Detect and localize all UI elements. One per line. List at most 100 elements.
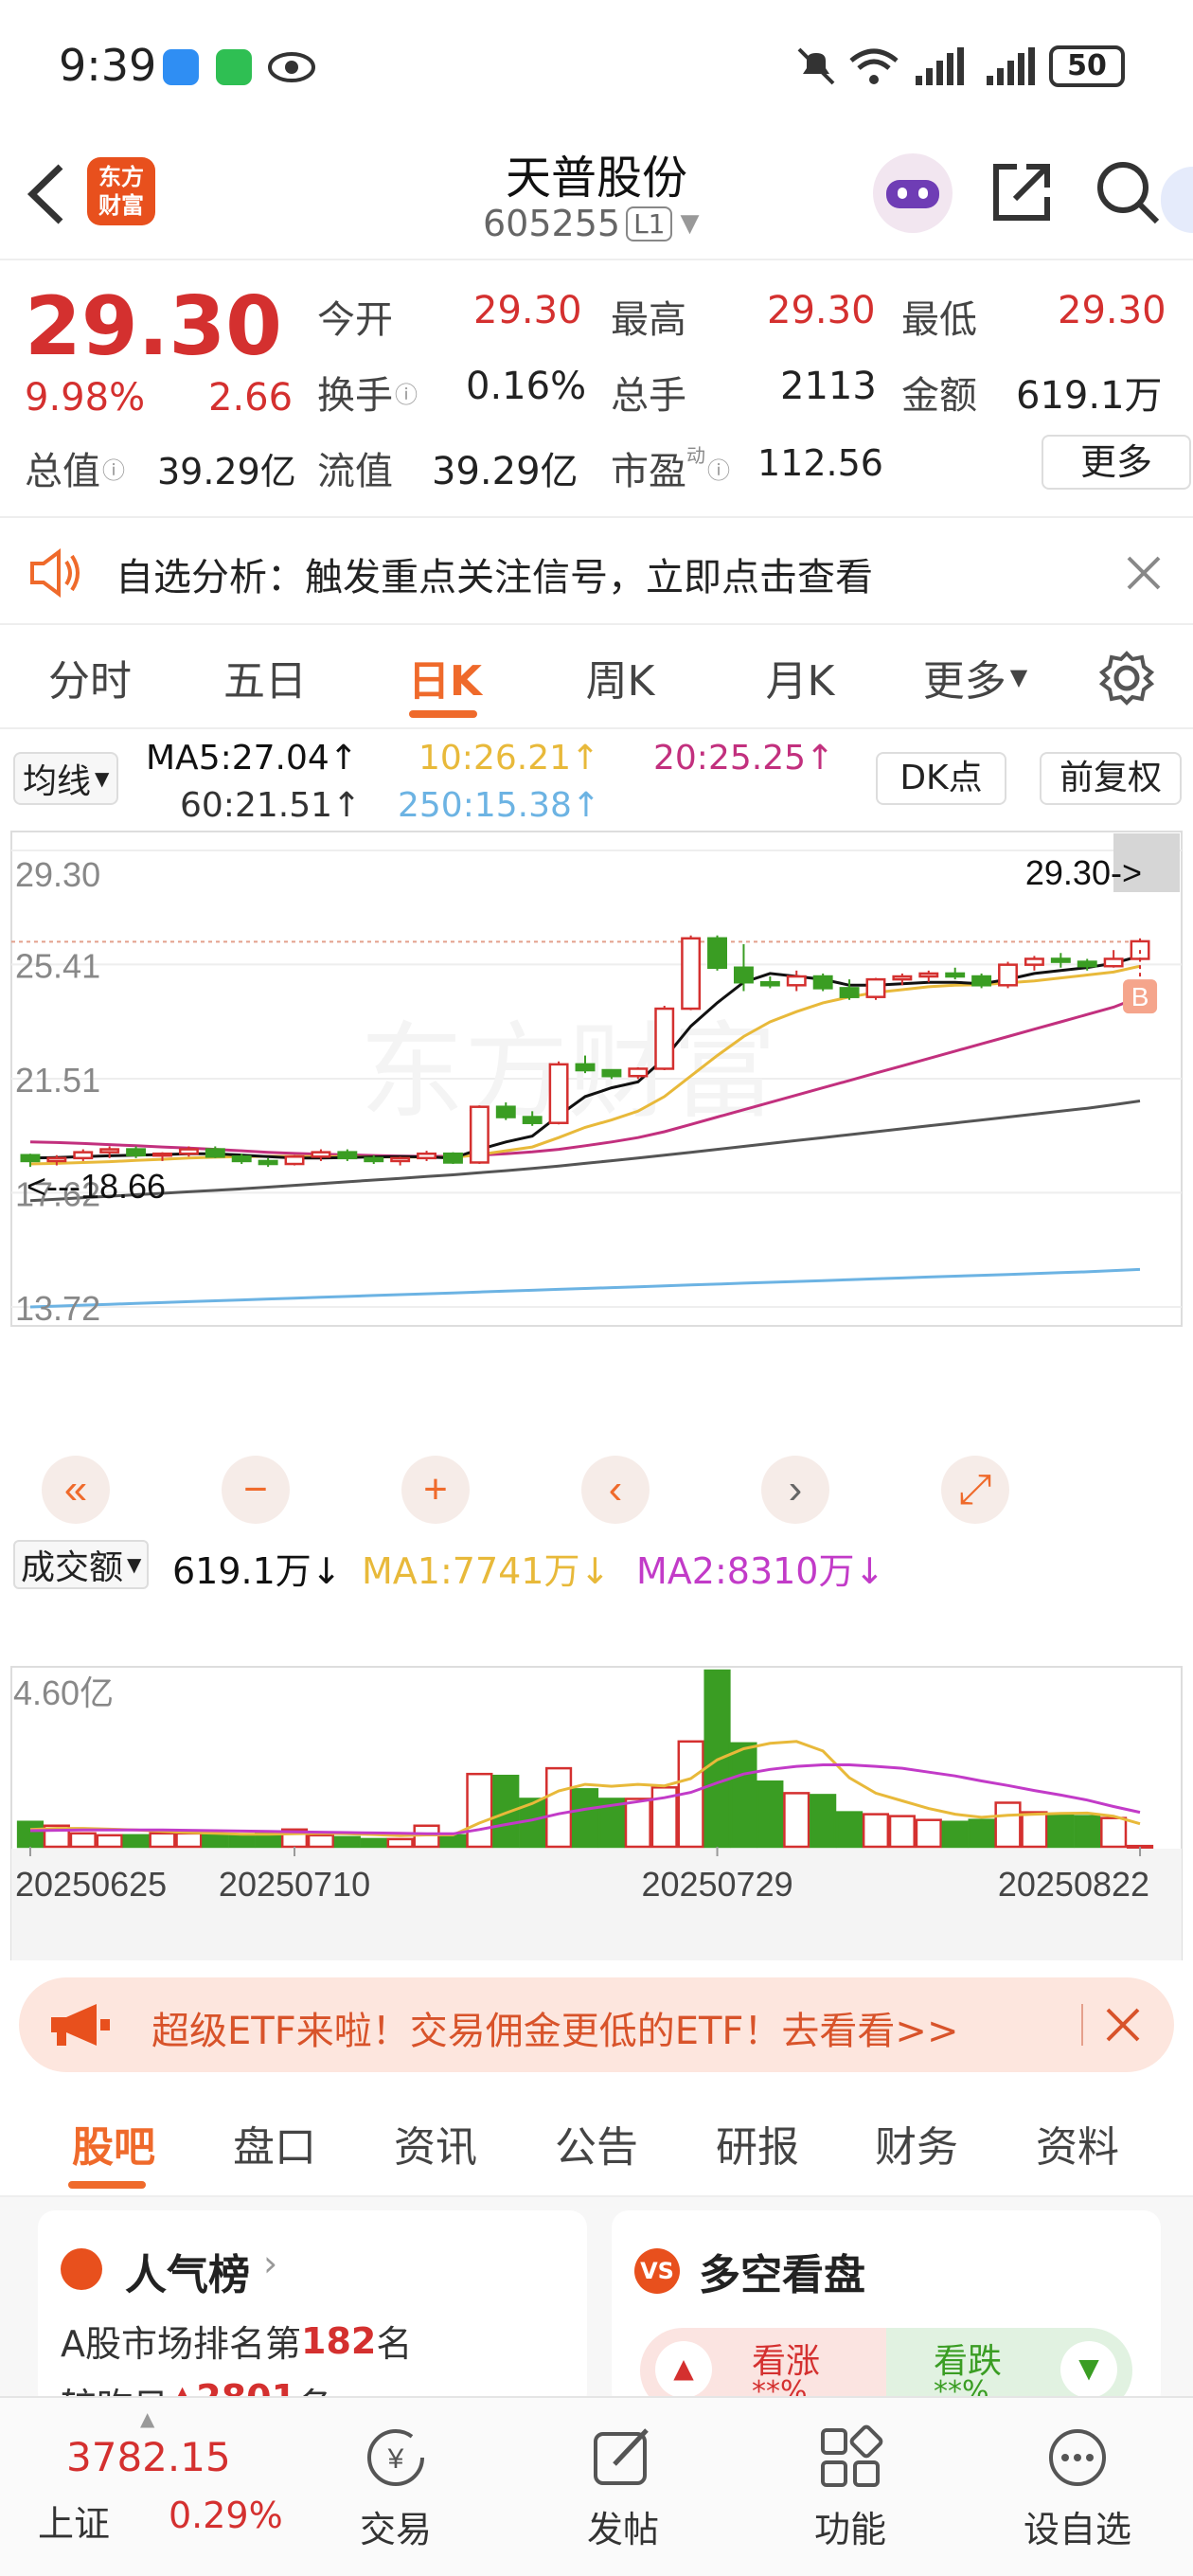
candle-body <box>443 1152 463 1164</box>
tab-research[interactable]: 研报 <box>716 2122 799 2172</box>
gear-icon[interactable] <box>1098 650 1155 707</box>
turnover-label-row[interactable]: 换手 ⓘ <box>317 365 418 420</box>
tab-five-day[interactable]: 五日 <box>223 657 307 706</box>
bullbear-card[interactable]: VS 多空看盘 ▲ 看涨 **% 看跌 **% ▼ <box>612 2210 1161 2413</box>
x-tick-label: 20250729 <box>641 1865 792 1904</box>
mute-icon <box>797 47 835 85</box>
notice-bar[interactable]: 自选分析：触发重点关注信号，立即点击查看 <box>0 516 1193 625</box>
next-icon[interactable]: › <box>761 1456 829 1524</box>
ma-selector[interactable]: 均线 ▼ <box>13 752 119 805</box>
candle-body <box>522 1116 543 1124</box>
chevron-up-icon: ▲ <box>140 2407 155 2430</box>
tab-daily-k[interactable]: 日K <box>407 657 483 706</box>
chevron-right-icon: › <box>263 2243 278 2284</box>
search-icon[interactable] <box>1095 159 1161 225</box>
popular-card[interactable]: 人气榜 › A股市场排名第 182 名 较昨日 ▲ 2801 名 <box>38 2210 587 2409</box>
tab-announcements[interactable]: 公告 <box>555 2122 638 2172</box>
more-button[interactable]: 更多 <box>1042 435 1191 490</box>
candle-body <box>1103 957 1124 968</box>
low-label: 最低 <box>901 298 977 342</box>
candle-body <box>839 987 860 998</box>
high-label: 最高 <box>611 298 686 342</box>
ma60-legend: 60:21.51↑ <box>180 786 362 825</box>
pe-label-row[interactable]: 市盈 动 ⓘ <box>611 440 730 495</box>
mktcap-label-row[interactable]: 总值 ⓘ <box>25 440 125 495</box>
robot-assistant-icon[interactable] <box>873 153 953 233</box>
candle-body <box>733 966 754 984</box>
stock-code: 605255 <box>483 203 621 244</box>
dk-point-button[interactable]: DK点 <box>876 752 1006 805</box>
expand-icon[interactable]: ⤢ <box>941 1456 1009 1524</box>
buy-marker-badge <box>1123 979 1158 1014</box>
tab-news[interactable]: 资讯 <box>394 2122 477 2172</box>
float-label: 流值 <box>317 450 393 493</box>
tab-intraday[interactable]: 分时 <box>48 657 132 706</box>
eye-icon <box>268 52 315 82</box>
volume-bar <box>783 1792 810 1849</box>
tab-weekly-k[interactable]: 周K <box>585 657 655 706</box>
candle-body <box>178 1148 199 1155</box>
x-tick-label: 20250625 <box>15 1865 167 1904</box>
cards-area: 人气榜 › A股市场排名第 182 名 较昨日 ▲ 2801 名 VS 多空看盘… <box>0 2197 1193 2413</box>
tab-finance[interactable]: 财务 <box>875 2122 958 2172</box>
control-circle <box>581 1456 650 1524</box>
candle-body <box>231 1155 252 1163</box>
volume-bar <box>1074 1815 1101 1849</box>
volume-bar <box>96 1834 123 1849</box>
close-icon[interactable] <box>1104 2006 1142 2044</box>
chevron-down-icon: ▼ <box>95 767 110 790</box>
index-name: 上证 <box>38 2503 111 2545</box>
volume-bar <box>545 1766 573 1849</box>
ma60-line <box>29 1100 1141 1203</box>
chevron-down-icon: ▼ <box>680 209 700 238</box>
zoom-out-icon[interactable]: − <box>222 1456 290 1524</box>
grid-icon <box>821 2424 883 2487</box>
nav-post[interactable]: 发帖 <box>528 2407 718 2568</box>
candle-body <box>812 975 833 990</box>
tab-pankou[interactable]: 盘口 <box>233 2122 316 2172</box>
candle-body <box>971 975 992 987</box>
rank-line: A股市场排名第 182 名 <box>61 2319 413 2366</box>
tab-monthly-k[interactable]: 月K <box>765 657 835 706</box>
wifi-icon <box>849 48 899 84</box>
volume-bar <box>835 1811 864 1849</box>
amount-label: 金额 <box>901 374 977 418</box>
index-value: 3782.15 <box>66 2434 231 2480</box>
index-widget[interactable]: ▲ 3782.15 上证 0.29% <box>28 2407 283 2568</box>
candle-body <box>548 1063 569 1124</box>
nav-watchlist[interactable]: 设自选 <box>983 2407 1172 2568</box>
zoom-in-icon[interactable]: + <box>401 1456 470 1524</box>
y-tick-label: 13.72 <box>15 1289 100 1328</box>
candle-body <box>99 1148 120 1154</box>
rewind-icon[interactable]: « <box>42 1456 110 1524</box>
candle-body <box>892 975 913 981</box>
volume-bar <box>439 1834 467 1849</box>
brand-logo[interactable]: 东方 财富 <box>87 157 155 225</box>
tab-more[interactable]: 更多 ▼ <box>922 657 1028 706</box>
battery-icon: 50 <box>1049 45 1125 87</box>
tab-profile[interactable]: 资料 <box>1036 2122 1119 2172</box>
adjust-button[interactable]: 前复权 <box>1040 752 1182 805</box>
stock-code-row[interactable]: 605255 L1 ▼ <box>483 203 699 244</box>
nav-trade[interactable]: ¥ 交易 <box>301 2407 490 2568</box>
share-icon[interactable] <box>988 159 1055 225</box>
candle-body <box>152 1152 172 1157</box>
volume-bar <box>386 1837 414 1849</box>
control-glyph: − <box>243 1466 268 1512</box>
volume-selector[interactable]: 成交额 ▼ <box>13 1540 150 1589</box>
control-glyph: ‹ <box>609 1466 623 1512</box>
megaphone-icon <box>51 2004 110 2046</box>
volume-bar <box>333 1835 361 1849</box>
nav-function[interactable]: 功能 <box>756 2407 945 2568</box>
candle-body <box>284 1155 305 1166</box>
close-icon[interactable] <box>1125 554 1163 592</box>
tab-guba[interactable]: 股吧 <box>72 2122 155 2172</box>
control-circle <box>761 1456 829 1524</box>
prev-icon[interactable]: ‹ <box>581 1456 650 1524</box>
back-arrow-icon[interactable] <box>25 161 66 227</box>
etf-ad-banner[interactable]: 超级ETF来啦！交易佣金更低的ETF！去看看>> <box>19 1977 1174 2072</box>
stock-name: 天普股份 <box>505 152 687 205</box>
candle-body <box>1050 957 1071 963</box>
down-arrow-icon: ▼ <box>1060 2341 1117 2398</box>
